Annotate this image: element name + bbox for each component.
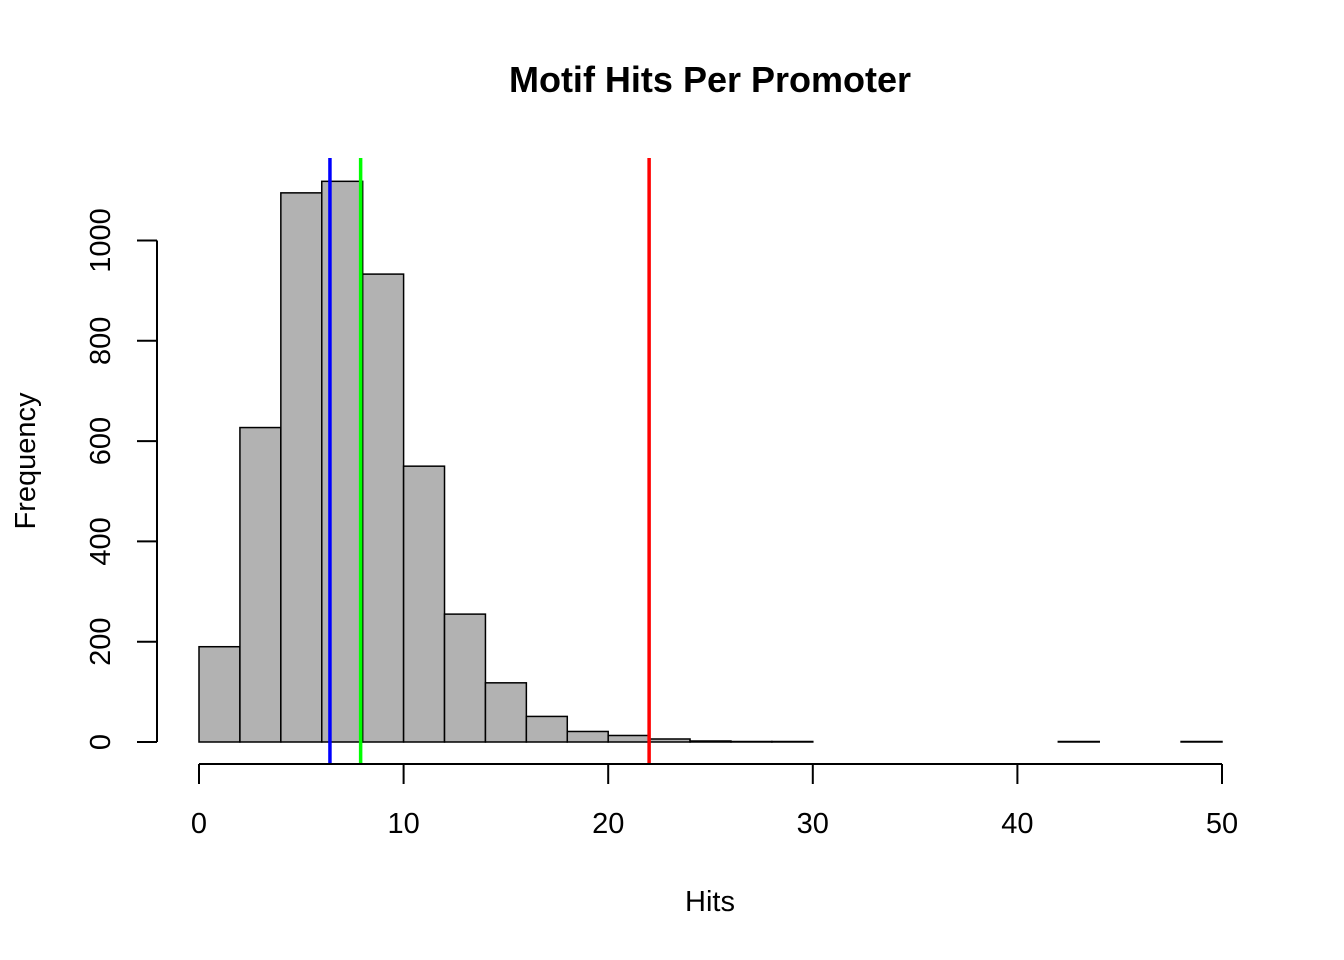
histogram-bar xyxy=(198,645,241,743)
histogram-bar xyxy=(771,740,814,743)
x-tick-label: 50 xyxy=(1206,808,1238,840)
x-tick-label: 20 xyxy=(592,808,624,840)
histogram-bar xyxy=(1057,740,1100,743)
histogram-bar xyxy=(730,740,773,743)
x-axis-title: Hits xyxy=(685,886,735,918)
x-tick-label: 30 xyxy=(797,808,829,840)
histogram-bar xyxy=(321,180,364,743)
x-tick-label: 40 xyxy=(1001,808,1033,840)
reference-lines xyxy=(328,158,651,764)
y-axis: 0 200 400 600 800 1000 xyxy=(85,208,158,750)
x-tick-label: 10 xyxy=(387,808,419,840)
x-tick-label: 0 xyxy=(191,808,207,840)
histogram-bar xyxy=(239,426,282,743)
histogram-bar xyxy=(566,730,609,743)
y-tick-label: 400 xyxy=(85,517,117,565)
chart-title: Motif Hits Per Promoter xyxy=(509,59,911,100)
histogram-bars xyxy=(198,180,1223,743)
histogram-bar xyxy=(1180,740,1223,743)
y-axis-title: Frequency xyxy=(10,392,42,530)
y-tick-label: 200 xyxy=(85,618,117,666)
histogram-bar xyxy=(689,740,732,743)
histogram-bar xyxy=(484,682,528,743)
histogram-bar xyxy=(443,613,487,743)
histogram-bar xyxy=(361,273,405,743)
y-tick-label: 600 xyxy=(85,417,117,465)
histogram-bar xyxy=(648,738,691,743)
x-axis: 0 10 20 30 40 50 xyxy=(191,763,1238,840)
histogram-bar xyxy=(280,192,323,743)
histogram-bar xyxy=(402,465,446,743)
histogram-bar xyxy=(607,734,650,743)
y-tick-label: 1000 xyxy=(85,208,117,273)
histogram-bar xyxy=(525,715,569,743)
y-tick-label: 0 xyxy=(85,734,117,750)
y-tick-label: 800 xyxy=(85,317,117,365)
